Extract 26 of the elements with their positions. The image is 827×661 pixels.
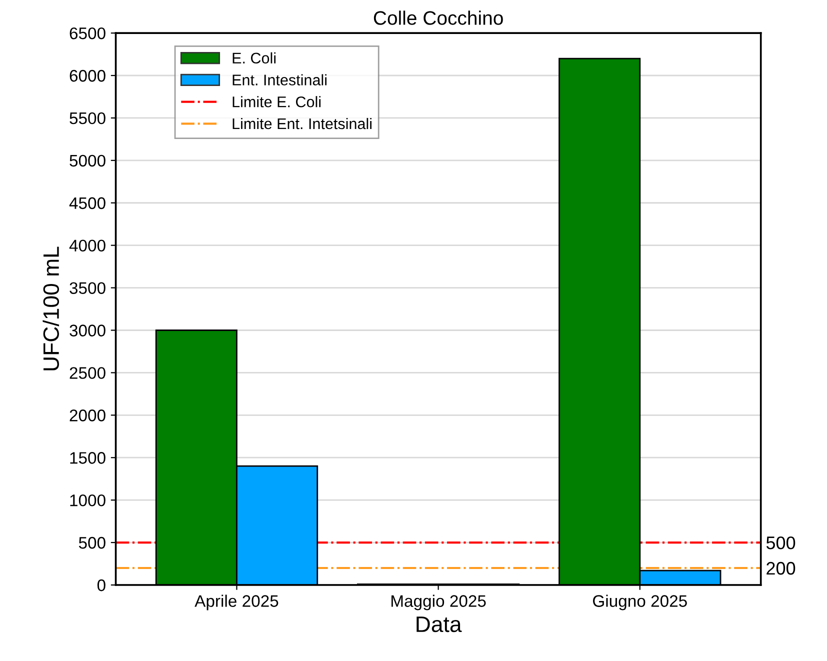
y2-tick-label: 200 [766, 562, 796, 575]
chart-title: Colle Cocchino [374, 10, 503, 25]
x-axis-title: Data [416, 616, 462, 632]
y-tick-label: 4500 [69, 197, 106, 210]
y-axis-title: UFC/100 mL [42, 246, 60, 370]
y-tick-label: 1000 [70, 494, 106, 506]
legend-label: Limite Ent. Intetsinali [232, 118, 372, 130]
legend-label: Limite E. Coli [232, 96, 321, 108]
y-tick-label: 1500 [70, 452, 106, 464]
x-tick-label: Aprile 2025 [194, 594, 278, 610]
y-tick-label: 5500 [70, 112, 106, 124]
legend-label: E. Coli [232, 52, 276, 64]
y-tick-label: 4000 [69, 240, 106, 252]
x-tick-label: Giugno 2025 [593, 594, 687, 610]
x-tick-label: Maggio 2025 [391, 594, 486, 610]
y-tick-label: 2000 [70, 410, 106, 422]
y-tick-label: 6000 [70, 70, 106, 82]
y-tick-label: 500 [78, 536, 106, 549]
y-tick-label: 0 [97, 579, 106, 592]
y2-tick-label: 500 [766, 536, 796, 550]
y-tick-label: 2500 [70, 367, 106, 379]
y-tick-label: 3000 [70, 324, 106, 336]
y-tick-label: 6500 [70, 27, 106, 40]
y-tick-label: 3500 [70, 282, 106, 294]
y-tick-label: 5000 [70, 154, 106, 167]
legend-label: Ent. Intestinali [232, 74, 326, 86]
